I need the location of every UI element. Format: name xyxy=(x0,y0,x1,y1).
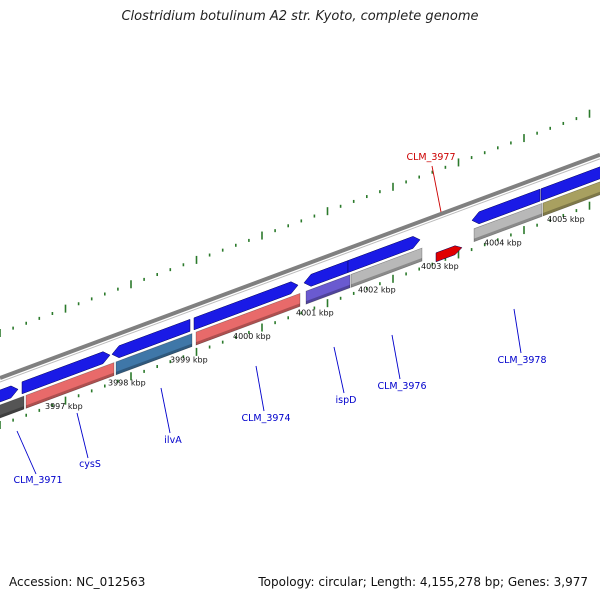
genome-summary: Topology: circular; Length: 4,155,278 bp… xyxy=(258,575,588,589)
tick-track xyxy=(0,109,591,429)
cog-bar-shade xyxy=(26,372,114,409)
gene-label: CLM_3976 xyxy=(377,381,426,392)
cog-bar-shade xyxy=(474,213,542,242)
cog-bar xyxy=(305,274,351,305)
tick-label: 4004 kbp xyxy=(484,239,522,248)
cds-forward xyxy=(471,188,541,225)
gene-label: CLM_3978 xyxy=(497,355,546,366)
leader-line xyxy=(431,165,442,213)
tick-label: 3998 kbp xyxy=(108,378,146,387)
leader-line xyxy=(513,308,522,354)
cog-bar-shade xyxy=(0,406,24,418)
cds-forward xyxy=(21,351,111,395)
cds-forward xyxy=(347,236,421,273)
tick-label: 4001 kbp xyxy=(296,308,334,317)
accession-label: Accession: NC_012563 xyxy=(9,575,146,589)
backbone-stroke xyxy=(0,152,600,380)
gene-labels: CLM_3971 cysS ilvA CLM_3974 ispD CLM_3976 CLM_… xyxy=(13,152,546,486)
tick-label: 4002 kbp xyxy=(358,285,396,294)
cog-bar-shade xyxy=(543,191,600,217)
map-title: Clostridium botulinum A2 str. Kyoto, com… xyxy=(121,9,479,24)
leader-line xyxy=(391,334,401,380)
cds-forward xyxy=(0,385,19,403)
gene-label: cysS xyxy=(79,459,101,470)
leader-line xyxy=(333,346,345,394)
gene-label: CLM_3971 xyxy=(13,475,62,486)
cog-bar xyxy=(25,362,115,409)
backbone-line xyxy=(0,152,600,383)
cog-bar xyxy=(542,181,600,217)
cds-forward xyxy=(540,166,600,202)
leader-line xyxy=(160,387,171,434)
cds-forward xyxy=(111,318,191,359)
tick-labels: 3997 kbp 3998 kbp 3999 kbp 4000 kbp 4001 kbp… xyxy=(45,215,585,411)
gene-label: CLM_3977 xyxy=(406,152,455,163)
gene-label: ilvA xyxy=(164,435,182,446)
cog-bar-shade xyxy=(196,303,300,346)
tick-label: 4005 kbp xyxy=(547,215,585,224)
cog-bar xyxy=(350,247,423,288)
feature-track xyxy=(0,166,600,419)
tick-label: 4000 kbp xyxy=(233,332,271,341)
backbone-highlight xyxy=(0,158,600,383)
leader-line xyxy=(255,365,265,412)
cog-bar-shade xyxy=(306,284,350,305)
tick-label: 4003 kbp xyxy=(421,262,459,271)
leader-line xyxy=(16,430,37,475)
gene-label: CLM_3974 xyxy=(241,413,290,424)
cog-bar xyxy=(195,292,301,346)
tick-label: 3999 kbp xyxy=(170,355,208,364)
gene-label: ispD xyxy=(336,395,357,406)
leader-line xyxy=(76,412,89,459)
tick-label: 3997 kbp xyxy=(45,402,83,411)
cog-bar-shade xyxy=(116,343,192,375)
cog-bar xyxy=(473,202,543,243)
cog-bar-shade xyxy=(351,258,422,288)
cds-forward xyxy=(193,281,299,331)
cog-bar xyxy=(0,395,25,419)
rna-feature xyxy=(435,245,463,263)
cog-bar xyxy=(115,333,193,376)
